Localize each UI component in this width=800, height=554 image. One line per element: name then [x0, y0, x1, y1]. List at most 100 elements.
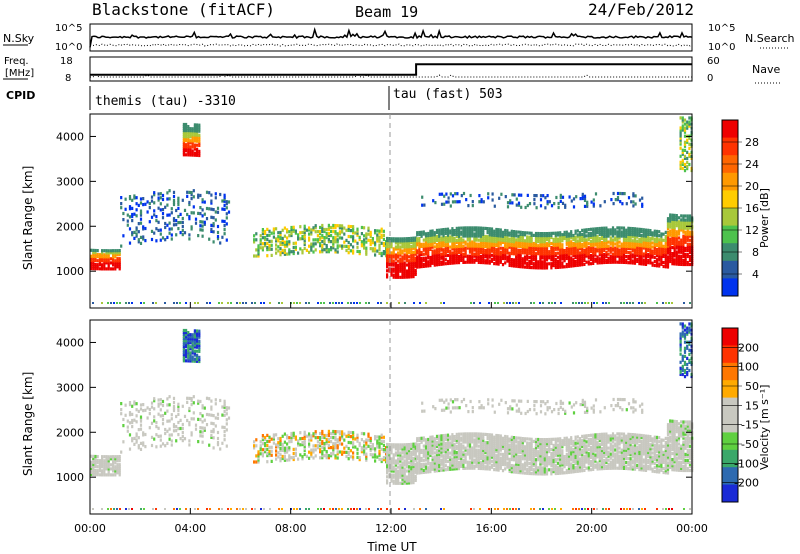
velocity-cell [214, 398, 217, 402]
power-cell [618, 232, 621, 236]
power-cell [323, 242, 326, 246]
power-cell [636, 257, 639, 261]
power-cell [484, 249, 487, 253]
power-cell [666, 245, 670, 249]
velocity-cell [264, 437, 267, 442]
power-cell [403, 267, 406, 271]
power-cell [589, 245, 593, 250]
power-cell [683, 122, 687, 126]
power-cell [671, 227, 674, 231]
power-cell [666, 255, 670, 259]
power-cell [392, 255, 395, 259]
power-cell [397, 247, 400, 251]
velocity-cell [367, 438, 370, 442]
power-cell [539, 238, 542, 242]
velocity-cell [401, 451, 404, 455]
velocity-cell [352, 455, 355, 459]
power-cell [543, 262, 546, 266]
power-cell [297, 233, 300, 237]
power-cell [196, 135, 199, 139]
velocity-cell [449, 461, 452, 465]
velocity-cell [386, 461, 389, 465]
velocity-cell [386, 465, 389, 469]
velocity-cell [397, 475, 400, 479]
velocity-cell [442, 450, 445, 454]
velocity-cell [388, 447, 391, 451]
power-cell [299, 237, 302, 241]
power-cell [504, 243, 507, 247]
power-cell [458, 200, 461, 204]
power-cell [468, 230, 472, 234]
velocity-cell [440, 444, 443, 448]
velocity-cell [405, 479, 408, 483]
velocity-cell [446, 453, 450, 457]
power-cell [453, 239, 456, 243]
velocity-cell [424, 468, 428, 472]
power-cell [288, 234, 291, 238]
velocity-cell [401, 471, 404, 475]
power-cell [497, 302, 499, 304]
velocity-cell [408, 457, 411, 461]
power-cell [349, 225, 352, 229]
power-cell [142, 197, 145, 201]
velocity-cell [288, 440, 291, 444]
power-cell [633, 229, 637, 233]
power-cell [468, 238, 472, 242]
power-cell [457, 256, 461, 261]
velocity-cell [281, 456, 284, 461]
velocity-cell [303, 442, 306, 446]
velocity-cell [455, 467, 458, 471]
power-cell [611, 258, 615, 262]
power-cell [614, 256, 617, 260]
frequency-line [90, 63, 692, 76]
velocity-cell [203, 428, 206, 432]
power-cell [686, 238, 689, 242]
velocity-cell [455, 459, 458, 463]
velocity-cell [196, 359, 199, 363]
velocity-cell [159, 402, 162, 406]
velocity-cell [435, 469, 439, 473]
power-cell [440, 232, 443, 236]
velocity-cell [403, 449, 406, 453]
power-cell [506, 237, 509, 241]
power-cell [133, 194, 136, 198]
power-cell [471, 254, 474, 258]
power-cell [627, 196, 631, 200]
power-cell [653, 241, 656, 245]
power-cell [539, 252, 542, 256]
power-cell [587, 246, 590, 250]
power-cell [259, 246, 262, 250]
power-cell [349, 235, 352, 239]
power-cell [532, 254, 535, 258]
power-cell [642, 236, 645, 240]
power-cell [424, 250, 428, 254]
velocity-cell [347, 440, 350, 445]
power-cell [622, 248, 626, 252]
power-cell [369, 238, 372, 243]
power-cell [420, 252, 423, 257]
power-cell [358, 237, 361, 242]
velocity-cell [94, 460, 97, 465]
power-cell [585, 252, 588, 256]
velocity-cell [310, 448, 313, 452]
power-cell [545, 246, 549, 250]
power-cell [517, 240, 520, 244]
power-cell [201, 214, 204, 218]
power-cell [431, 259, 434, 263]
power-cell [457, 238, 461, 242]
power-cell [532, 247, 535, 252]
velocity-cell [451, 451, 454, 455]
power-cell [572, 197, 576, 201]
power-cell [236, 302, 238, 304]
power-cell [414, 268, 417, 272]
velocity-cell [446, 443, 450, 447]
power-colorbar-swatch [722, 225, 738, 244]
power-cell [403, 257, 406, 261]
power-cell [653, 231, 656, 235]
power-cell [187, 129, 190, 133]
velocity-cell [431, 441, 434, 445]
power-cell [367, 226, 370, 230]
power-cell [116, 253, 119, 257]
power-cell [143, 302, 145, 304]
velocity-cell [198, 345, 201, 349]
